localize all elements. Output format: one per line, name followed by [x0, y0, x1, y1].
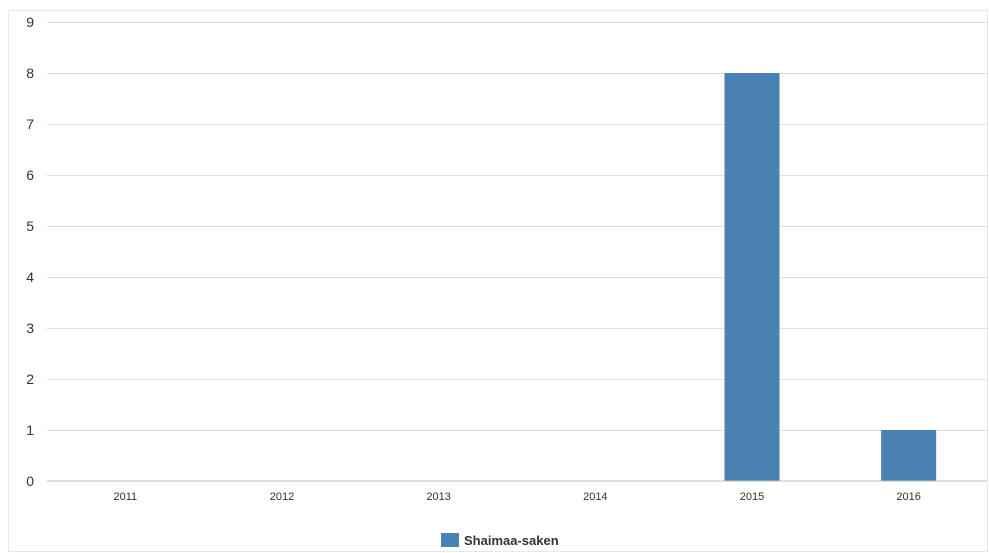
y-tick-label: 1 [26, 422, 34, 438]
y-tick-label: 2 [26, 371, 34, 387]
y-tick-label: 4 [26, 269, 34, 285]
x-tick-label: 2014 [583, 491, 607, 503]
x-tick-label: 2015 [740, 491, 764, 503]
y-tick-label: 9 [26, 14, 34, 30]
y-tick-label: 0 [26, 473, 34, 489]
legend-label: Shaimaa-saken [464, 533, 559, 548]
gridlines [47, 22, 987, 431]
bar-2016[interactable] [881, 430, 937, 481]
bars [724, 73, 937, 481]
y-tick-label: 3 [26, 320, 34, 336]
x-tick-label: 2011 [114, 491, 138, 503]
x-tick-label: 2012 [270, 491, 294, 503]
legend-swatch [441, 533, 459, 547]
y-tick-label: 8 [26, 65, 34, 81]
chart-frame [8, 10, 988, 552]
x-tick-label: 2016 [896, 491, 920, 503]
y-tick-label: 6 [26, 167, 34, 183]
y-tick-label: 5 [26, 218, 34, 234]
y-tick-label: 7 [26, 116, 34, 132]
bar-2015[interactable] [724, 73, 780, 481]
x-axis-ticks: 2011 2012 2013 2014 2015 2016 [114, 491, 921, 503]
x-tick-label: 2013 [426, 491, 450, 503]
legend[interactable]: Shaimaa-saken [441, 533, 559, 548]
y-axis-ticks: 0 1 2 3 4 5 6 7 8 9 [26, 14, 34, 489]
